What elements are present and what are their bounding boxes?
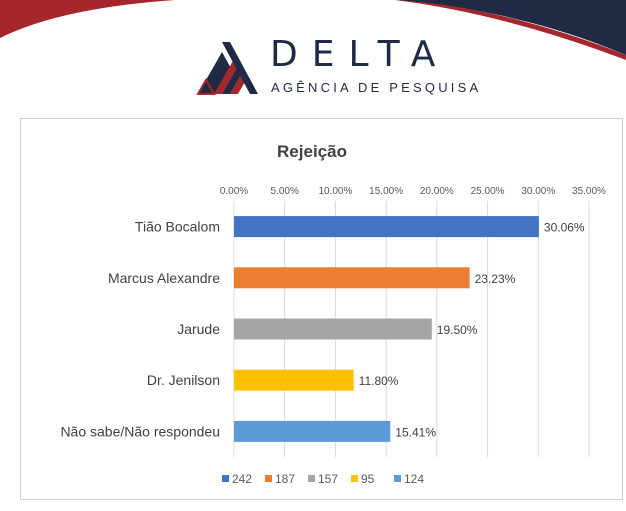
header-swoosh-red — [0, 0, 175, 38]
bar — [234, 318, 432, 340]
legend-swatch — [394, 475, 401, 482]
data-label: 19.50% — [437, 323, 478, 337]
category-label: Não sabe/Não respondeu — [60, 423, 220, 439]
legend-label: 157 — [318, 472, 338, 486]
legend-label: 187 — [275, 472, 295, 486]
category-label: Jarude — [177, 321, 220, 337]
x-tick-label: 15.00% — [369, 186, 403, 197]
data-label: 11.80% — [359, 374, 399, 388]
data-label: 23.23% — [475, 272, 516, 286]
legend-swatch — [308, 475, 315, 482]
brand-name: DELTA — [270, 34, 450, 75]
bar — [234, 420, 391, 442]
header-band — [0, 0, 626, 60]
bar — [234, 216, 539, 238]
category-label: Dr. Jenilson — [147, 372, 220, 388]
bars: Tião Bocalom 30.06% Marcus Alexandre 23.23%… — [60, 216, 585, 442]
bar — [234, 369, 354, 391]
x-tick-label: 0.00% — [220, 186, 248, 197]
category-label: Marcus Alexandre — [108, 270, 220, 286]
rejection-chart: Rejeição 0.00% 5.00% 10.00% 15.00% 20.00% 25.… — [60, 142, 606, 486]
x-tick-label: 5.00% — [271, 186, 299, 197]
category-label: Tião Bocalom — [135, 219, 220, 235]
x-tick-label: 35.00% — [572, 186, 606, 197]
x-tick-label: 20.00% — [420, 186, 454, 197]
chart-panel: Rejeição 0.00% 5.00% 10.00% 15.00% 20.00% 25.… — [20, 118, 623, 500]
legend-swatch — [222, 475, 229, 482]
legend-swatch — [351, 475, 358, 482]
chart-title: Rejeição — [277, 142, 347, 161]
data-label: 30.06% — [544, 221, 585, 235]
delta-logo: DELTA AGÊNCIA DE PESQUISA — [196, 34, 478, 98]
legend-label: 124 — [404, 472, 424, 486]
brand-tagline: AGÊNCIA DE PESQUISA — [271, 80, 482, 95]
data-label: 15.41% — [395, 425, 436, 439]
legend-swatch — [265, 475, 272, 482]
x-axis-ticks: 0.00% 5.00% 10.00% 15.00% 20.00% 25.00% 30.00%… — [220, 186, 606, 197]
delta-logo-mark — [196, 42, 258, 95]
legend-label: 242 — [232, 472, 252, 486]
x-tick-label: 30.00% — [521, 186, 555, 197]
x-tick-label: 25.00% — [471, 186, 505, 197]
legend-label: 95 — [361, 472, 375, 486]
legend: 242 187 157 95 124 — [222, 472, 424, 486]
bar — [234, 267, 470, 289]
header-swoosh-navy — [395, 0, 626, 55]
x-tick-label: 10.00% — [318, 186, 352, 197]
